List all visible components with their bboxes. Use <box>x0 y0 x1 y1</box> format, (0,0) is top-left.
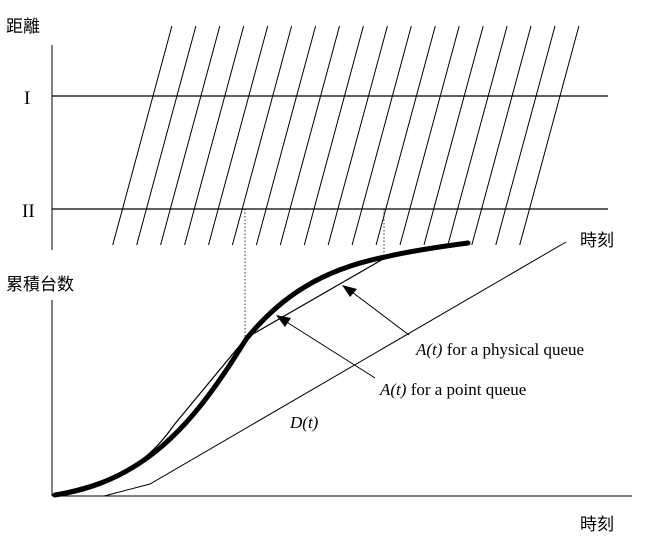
vehicle-trajectory <box>231 25 293 246</box>
point-queue-label: A(t) for a point queue <box>379 380 526 399</box>
physical-queue-label-rest: for a physical queue <box>442 340 584 359</box>
vehicle-trajectory <box>447 25 508 246</box>
point-queue-label-rest: for a point queue <box>406 380 526 399</box>
vehicle-trajectory <box>208 25 269 246</box>
bottom-y-axis-label: 累積台数 <box>6 275 74 295</box>
vehicle-trajectory <box>399 25 460 246</box>
vehicle-trajectory <box>471 25 532 246</box>
physical-queue-arrow <box>342 285 410 336</box>
physical-queue-label-italic: A(t) <box>415 340 443 359</box>
physical-queue-label: A(t) for a physical queue <box>415 340 584 359</box>
detector-1-label: I <box>24 88 30 109</box>
detector-2-label: II <box>22 201 35 222</box>
vehicle-trajectory <box>351 25 412 246</box>
vehicle-trajectory <box>255 25 317 246</box>
vehicle-trajectory <box>303 25 364 246</box>
vehicle-trajectory <box>375 25 436 246</box>
point-queue-arrow <box>276 315 376 379</box>
top-y-axis-label: 距離 <box>6 17 40 37</box>
point-queue-label-italic: A(t) <box>379 380 407 399</box>
vehicle-trajectory <box>112 25 173 246</box>
vehicle-trajectory <box>279 25 340 246</box>
top-x-axis-label: 時刻 <box>580 231 614 251</box>
departure-curve <box>103 241 567 497</box>
vehicle-trajectory <box>327 25 388 246</box>
vehicle-trajectory <box>423 25 484 246</box>
vehicle-trajectory <box>160 25 221 246</box>
vehicle-trajectory <box>495 25 556 246</box>
vehicle-trajectory <box>519 25 580 246</box>
departure-label: D(t) <box>289 413 319 432</box>
bottom-x-axis-label: 時刻 <box>580 515 614 535</box>
vehicle-trajectories <box>112 25 580 246</box>
vehicle-trajectory <box>184 25 245 246</box>
vehicle-trajectory <box>136 25 197 246</box>
arrival-curve-point-queue <box>52 240 471 498</box>
